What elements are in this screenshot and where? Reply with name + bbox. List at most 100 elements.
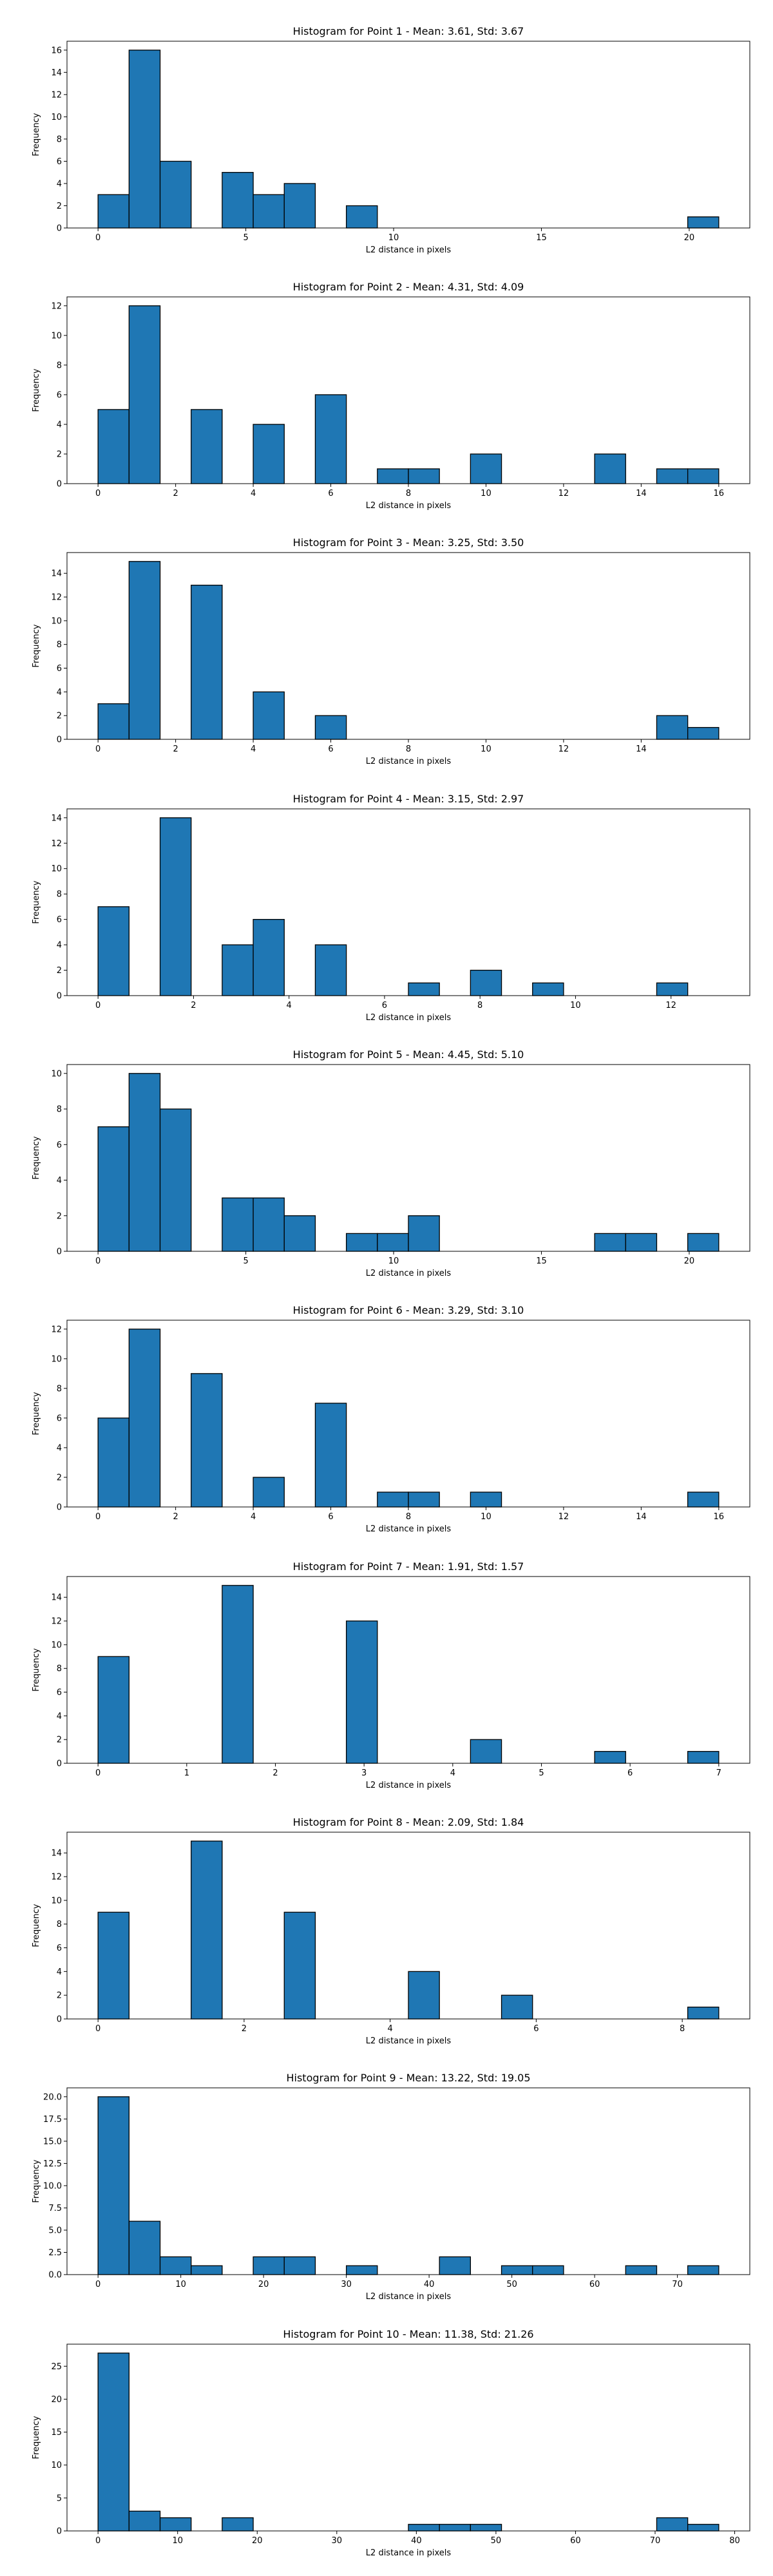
- histogram-bar: [97, 1417, 130, 1508]
- chart-title: Histogram for Point 10 - Mean: 11.38, St…: [283, 2328, 533, 2340]
- histogram-bar: [687, 1233, 720, 1252]
- x-tick-label: 8: [406, 1512, 411, 1522]
- chart-title: Histogram for Point 5 - Mean: 4.45, Std:…: [293, 1048, 524, 1061]
- x-tick-label: 40: [424, 2280, 435, 2289]
- x-tick-label: 4: [251, 489, 256, 498]
- x-tick-label: 8: [406, 489, 411, 498]
- x-axis-label: L2 distance in pixels: [366, 245, 452, 255]
- axes-frame: [66, 808, 750, 996]
- x-tick-label: 6: [328, 744, 333, 754]
- y-axis-label: Frequency: [32, 1136, 41, 1179]
- x-tick-label: 0: [95, 1512, 100, 1522]
- x-tick-label: 15: [536, 1256, 547, 1266]
- y-tick-label: 10: [51, 1896, 62, 1906]
- x-axis-label: L2 distance in pixels: [366, 1781, 452, 1790]
- y-tick-label: 5: [57, 2494, 62, 2503]
- histogram-bar: [222, 1585, 254, 1764]
- histogram-panel-1: Histogram for Point 1 - Mean: 3.61, Std:…: [32, 25, 750, 255]
- x-tick-label: 8: [406, 744, 411, 754]
- histogram-bar: [253, 424, 285, 484]
- chart-title: Histogram for Point 8 - Mean: 2.09, Std:…: [293, 1816, 524, 1828]
- y-tick-label: 6: [57, 1141, 62, 1150]
- y-tick-label: 15: [51, 2428, 62, 2438]
- x-tick-label: 40: [411, 2536, 422, 2546]
- histogram-bar: [253, 2256, 285, 2275]
- histogram-panel-7: Histogram for Point 7 - Mean: 1.91, Std:…: [32, 1560, 750, 1790]
- histogram-bar: [314, 715, 347, 740]
- y-axis-label: Frequency: [32, 113, 41, 156]
- y-tick-label: 4: [57, 1443, 62, 1453]
- x-tick-label: 60: [589, 2280, 600, 2289]
- histogram-bar: [283, 1911, 316, 2020]
- histogram-bar: [408, 468, 440, 484]
- histogram-bar: [345, 2265, 378, 2275]
- histogram-bar: [345, 205, 378, 229]
- x-tick-label: 0: [95, 2536, 100, 2546]
- x-tick-label: 16: [714, 1512, 725, 1522]
- histogram-bar: [97, 2096, 130, 2275]
- histogram-bar: [625, 2265, 658, 2275]
- histogram-bar: [470, 969, 502, 996]
- chart-title: Histogram for Point 7 - Mean: 1.91, Std:…: [293, 1560, 524, 1573]
- histogram-bar: [594, 453, 626, 484]
- histogram-bar: [439, 2524, 472, 2532]
- x-tick-label: 60: [570, 2536, 581, 2546]
- histogram-bar: [408, 2524, 440, 2532]
- x-tick-label: 14: [636, 489, 647, 498]
- x-tick-label: 10: [570, 1001, 581, 1010]
- histogram-bar: [128, 1329, 161, 1508]
- y-axis-label: Frequency: [32, 1392, 41, 1435]
- y-tick-label: 14: [51, 569, 62, 579]
- x-tick-label: 0: [95, 744, 100, 754]
- histogram-bar: [97, 1911, 130, 2020]
- y-tick-label: 6: [57, 664, 62, 674]
- histogram-bar: [222, 1197, 254, 1252]
- x-tick-label: 1: [184, 1768, 189, 1778]
- histogram-bar: [159, 1108, 192, 1252]
- axes-frame: [66, 2344, 750, 2532]
- y-tick-label: 4: [57, 1967, 62, 1977]
- y-axis-label: Frequency: [32, 624, 41, 667]
- histogram-bar: [439, 2256, 472, 2275]
- histogram-bar: [97, 2353, 130, 2532]
- x-tick-label: 70: [672, 2280, 683, 2289]
- y-tick-label: 12: [51, 90, 62, 100]
- x-tick-label: 3: [361, 1768, 367, 1778]
- y-tick-label: 0: [57, 735, 62, 745]
- x-tick-label: 6: [328, 1512, 333, 1522]
- y-tick-label: 6: [57, 1688, 62, 1698]
- x-tick-label: 6: [382, 1001, 387, 1010]
- y-tick-label: 10: [51, 331, 62, 341]
- histogram-bar: [128, 2221, 161, 2275]
- y-tick-label: 17.5: [43, 2115, 62, 2125]
- y-tick-label: 14: [51, 68, 62, 78]
- histogram-panel-6: Histogram for Point 6 - Mean: 3.29, Std:…: [32, 1304, 750, 1534]
- y-tick-label: 4: [57, 1712, 62, 1721]
- y-tick-label: 0: [57, 1759, 62, 1769]
- histogram-bar: [128, 2510, 161, 2532]
- y-tick-label: 4: [57, 420, 62, 430]
- x-tick-label: 2: [191, 1001, 196, 1010]
- histogram-bar: [159, 817, 192, 996]
- histogram-bar: [253, 918, 285, 996]
- axes-frame: [66, 1064, 750, 1252]
- histogram-bar: [408, 1215, 440, 1252]
- x-tick-label: 2: [173, 744, 178, 754]
- x-tick-label: 4: [251, 1512, 256, 1522]
- chart-title: Histogram for Point 6 - Mean: 3.29, Std:…: [293, 1304, 524, 1316]
- histogram-bar: [377, 468, 409, 484]
- x-tick-label: 70: [650, 2536, 661, 2546]
- chart-title: Histogram for Point 9 - Mean: 13.22, Std…: [286, 2072, 530, 2084]
- x-tick-label: 8: [680, 2024, 685, 2034]
- x-tick-label: 7: [716, 1768, 721, 1778]
- y-tick-label: 8: [57, 1384, 62, 1394]
- x-tick-label: 0: [95, 2024, 100, 2034]
- histogram-bar: [191, 1373, 223, 1508]
- y-tick-label: 10: [51, 616, 62, 626]
- x-tick-label: 8: [477, 1001, 482, 1010]
- histogram-panel-8: Histogram for Point 8 - Mean: 2.09, Std:…: [32, 1816, 750, 2046]
- y-tick-label: 7.5: [48, 2204, 62, 2213]
- x-tick-label: 20: [258, 2280, 269, 2289]
- x-tick-label: 20: [252, 2536, 263, 2546]
- x-tick-label: 16: [714, 489, 725, 498]
